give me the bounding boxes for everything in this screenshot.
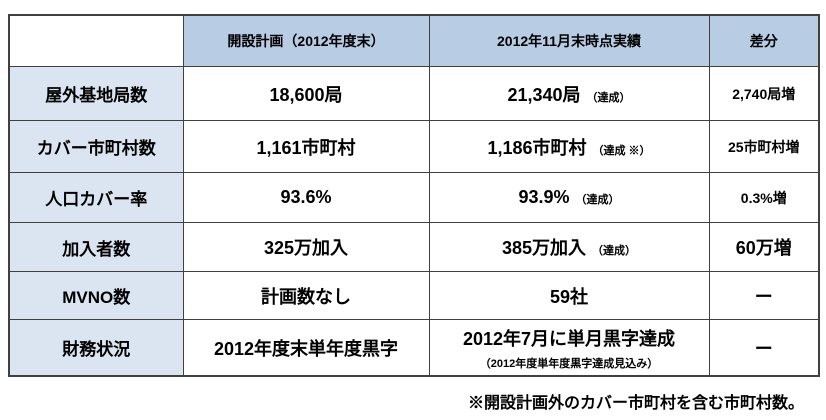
table-row: 財務状況 2012年度末単年度黒字 2012年7月に単月黒字達成 （2012年度単年度…	[8, 319, 820, 377]
cell-text: 加入者数	[62, 239, 131, 259]
cell: 計画数なし	[182, 271, 430, 320]
table-row: 屋外基地局数 18,600局 21,340局 （達成） 2,740局増	[8, 66, 820, 121]
cell: 60万増	[708, 222, 820, 272]
cell-text: 25市町村増	[727, 138, 800, 155]
cell-text: 93.9%	[518, 187, 570, 207]
cell: ー	[708, 271, 820, 320]
row-label: カバー市町村数	[8, 120, 184, 173]
cell: 18,600局	[182, 66, 430, 121]
cell-text: ー	[754, 338, 773, 359]
cell: 21,340局 （達成）	[428, 66, 710, 121]
cell-text: 0.3%増	[740, 189, 787, 206]
cell: ー	[708, 319, 820, 377]
cell-text: 385万加入	[501, 238, 587, 258]
column-header: 2012年11月末時点実績	[428, 14, 710, 67]
row-label: 財務状況	[8, 319, 184, 377]
cell: 2012年度末単年度黒字	[182, 319, 430, 377]
row-label: 人口カバー率	[8, 172, 184, 223]
cell: 385万加入 （達成）	[428, 222, 710, 272]
cell: 325万加入	[182, 222, 430, 272]
cell-text: カバー市町村数	[36, 139, 156, 158]
cell-text: 18,600局	[269, 84, 343, 105]
cell-text: 2012年度末単年度黒字	[213, 338, 399, 359]
cell: 1,161市町村	[182, 120, 430, 173]
cell: 25市町村増	[708, 120, 820, 173]
cell-text: 59社	[549, 286, 589, 307]
cell-note: （達成）	[575, 194, 620, 206]
cell-text: 1,186市町村	[487, 137, 587, 158]
footnote: ※開設計画外のカバー市町村を含む市町村数。	[467, 395, 804, 412]
cell-note: （達成）	[586, 91, 631, 104]
cell-subnote: （2012年度単年度黒字達成見込み）	[479, 357, 659, 370]
table-row: カバー市町村数 1,161市町村 1,186市町村 （達成 ※） 25市町村増	[8, 120, 820, 173]
header-row: 開設計画（2012年度末） 2012年11月末時点実績 差分	[8, 14, 820, 67]
cell-text: 財務状況	[62, 340, 131, 359]
cell: 0.3%増	[708, 172, 820, 223]
cell-text: 人口カバー率	[45, 190, 148, 209]
column-header: 差分	[708, 14, 820, 67]
cell-text: 93.6%	[280, 187, 332, 207]
comparison-table: 開設計画（2012年度末） 2012年11月末時点実績 差分 屋外基地局数 18,60…	[8, 14, 820, 377]
cell: 93.6%	[182, 172, 430, 223]
column-header: 開設計画（2012年度末）	[182, 14, 430, 67]
table-row: MVNO数 計画数なし 59社 ー	[8, 271, 820, 320]
row-label: MVNO数	[8, 271, 184, 320]
blank-header	[8, 14, 184, 67]
cell: 2,740局増	[708, 66, 820, 121]
cell-text: MVNO数	[62, 288, 131, 307]
row-label: 加入者数	[8, 222, 184, 272]
cell: 1,186市町村 （達成 ※）	[428, 120, 710, 173]
cell-text: 1,161市町村	[256, 137, 356, 158]
table-row: 加入者数 325万加入 385万加入 （達成） 60万増	[8, 222, 820, 272]
table-row: 人口カバー率 93.6% 93.9% （達成） 0.3%増	[8, 172, 820, 223]
cell-text: ー	[754, 286, 773, 307]
cell: 93.9% （達成）	[428, 172, 710, 223]
cell-text: 21,340局	[507, 84, 581, 105]
cell: 59社	[428, 271, 710, 320]
cell-text: 2,740局増	[732, 85, 796, 102]
cell-note: （達成）	[592, 245, 637, 257]
cell-note: （達成 ※）	[592, 144, 651, 157]
cell-text: 60万増	[735, 238, 792, 258]
cell-text: 325万加入	[263, 238, 349, 258]
cell-text: 2012年7月に単月黒字達成	[462, 328, 676, 349]
cell-text: 屋外基地局数	[45, 86, 148, 105]
row-label: 屋外基地局数	[8, 66, 184, 121]
cell: 2012年7月に単月黒字達成 （2012年度単年度黒字達成見込み）	[428, 319, 710, 377]
cell-text: 計画数なし	[261, 286, 351, 307]
